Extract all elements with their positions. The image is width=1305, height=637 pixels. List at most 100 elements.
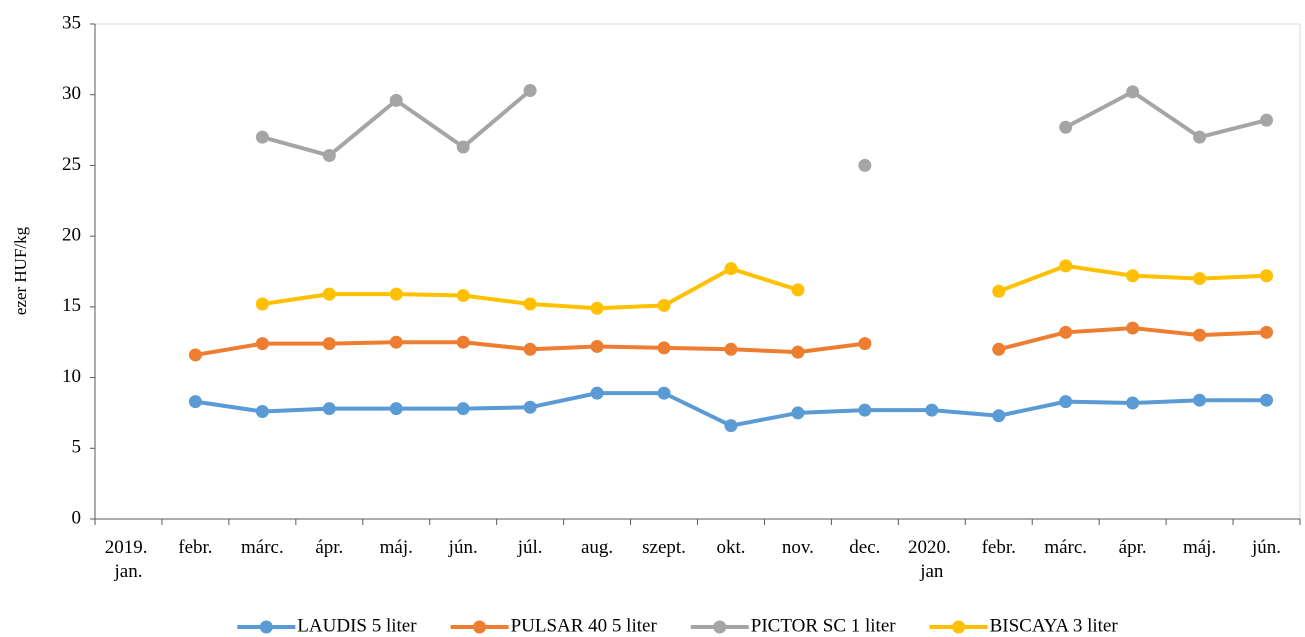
point	[523, 342, 537, 356]
x-tick-label: okt.	[716, 537, 745, 558]
point	[389, 335, 403, 349]
point	[456, 402, 470, 416]
point	[724, 419, 738, 433]
point	[858, 337, 872, 351]
point	[925, 403, 939, 417]
point	[1059, 120, 1073, 134]
legend-label: BISCAYA 3 liter	[990, 615, 1119, 636]
series-line	[262, 263, 1267, 311]
legend-marker	[713, 620, 727, 634]
point	[255, 337, 269, 351]
x-tick-label: jún.	[448, 537, 478, 558]
point	[657, 341, 671, 355]
x-tick-label: szept.	[642, 537, 686, 558]
point	[322, 402, 336, 416]
y-tick-label: 25	[62, 154, 81, 175]
point	[188, 348, 202, 362]
x-tick-label: nov.	[782, 537, 814, 558]
point	[523, 400, 537, 414]
point	[1193, 130, 1207, 144]
x-tick-label: febr.	[982, 537, 1016, 558]
legend-label: LAUDIS 5 liter	[297, 615, 417, 636]
point	[1193, 393, 1207, 407]
point	[590, 301, 604, 315]
x-tick-label: máj.	[1183, 537, 1216, 558]
x-tick-label: máj.	[380, 537, 413, 558]
y-tick-label: 15	[62, 295, 81, 316]
x-tick-label: márc.	[241, 537, 284, 558]
point	[255, 297, 269, 311]
point	[1059, 325, 1073, 339]
point	[724, 262, 738, 276]
point	[992, 409, 1006, 423]
point	[1193, 272, 1207, 286]
point	[590, 386, 604, 400]
legend-label: PULSAR 40 5 liter	[511, 615, 658, 636]
y-tick-label: 35	[62, 12, 81, 33]
point	[523, 297, 537, 311]
point	[1126, 85, 1140, 99]
legend-label: PICTOR SC 1 liter	[751, 615, 896, 636]
point	[1260, 393, 1274, 407]
point	[657, 298, 671, 312]
y-tick-label: 20	[62, 225, 81, 246]
point	[389, 287, 403, 301]
x-tick-label: febr.	[178, 537, 212, 558]
point	[255, 405, 269, 419]
point	[1193, 328, 1207, 342]
point	[1059, 259, 1073, 273]
x-tick-label-line: 2020.	[908, 537, 956, 558]
point	[1126, 269, 1140, 283]
x-tick-label-line: jan.	[113, 561, 142, 582]
point	[456, 335, 470, 349]
series-line	[261, 88, 1268, 158]
point	[791, 283, 805, 297]
point	[1059, 395, 1073, 409]
y-tick-label: 30	[62, 83, 81, 104]
x-tick-label-line: jan	[919, 561, 944, 582]
x-tick-label: dec.	[849, 537, 880, 558]
y-tick-label: 10	[62, 366, 81, 387]
point	[1126, 396, 1140, 410]
point	[389, 93, 403, 107]
point	[791, 406, 805, 420]
point	[1260, 325, 1274, 339]
point	[456, 289, 470, 303]
point	[1260, 113, 1274, 127]
point	[255, 130, 269, 144]
point	[791, 345, 805, 359]
x-tick-label: 2019. jan.	[105, 537, 153, 582]
point	[322, 149, 336, 163]
point	[322, 287, 336, 301]
x-tick-label: márc.	[1044, 537, 1087, 558]
y-axis-label: ezer HUF/kg	[11, 226, 30, 315]
y-tick-label: 0	[72, 507, 82, 528]
legend-marker	[259, 620, 273, 634]
legend-marker	[473, 620, 487, 634]
point	[724, 342, 738, 356]
point	[523, 83, 537, 97]
point	[456, 140, 470, 154]
x-tick-label: jún.	[1251, 537, 1281, 558]
x-tick-label: aug.	[581, 537, 613, 558]
point	[657, 386, 671, 400]
point	[858, 403, 872, 417]
point	[1126, 321, 1140, 335]
x-tick-label: 2020. jan	[908, 537, 956, 582]
point	[858, 158, 872, 172]
x-tick-label-line: 2019.	[105, 537, 153, 558]
point	[322, 337, 336, 351]
point	[389, 402, 403, 416]
point	[590, 339, 604, 353]
legend: LAUDIS 5 liter PULSAR 40 5 liter PICTOR SC…	[237, 615, 1118, 636]
point	[992, 342, 1006, 356]
x-tick-label: ápr.	[1119, 537, 1147, 558]
legend-marker	[952, 620, 966, 634]
point	[188, 395, 202, 409]
y-tick-label: 5	[72, 437, 82, 458]
x-tick-label: ápr.	[315, 537, 343, 558]
point	[992, 284, 1006, 298]
point	[1260, 269, 1274, 283]
x-tick-label: júl.	[517, 537, 543, 558]
